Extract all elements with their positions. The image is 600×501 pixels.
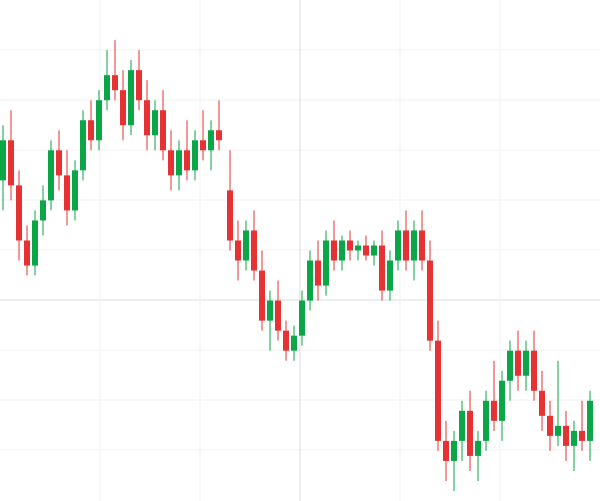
candlestick-chart — [0, 0, 600, 501]
